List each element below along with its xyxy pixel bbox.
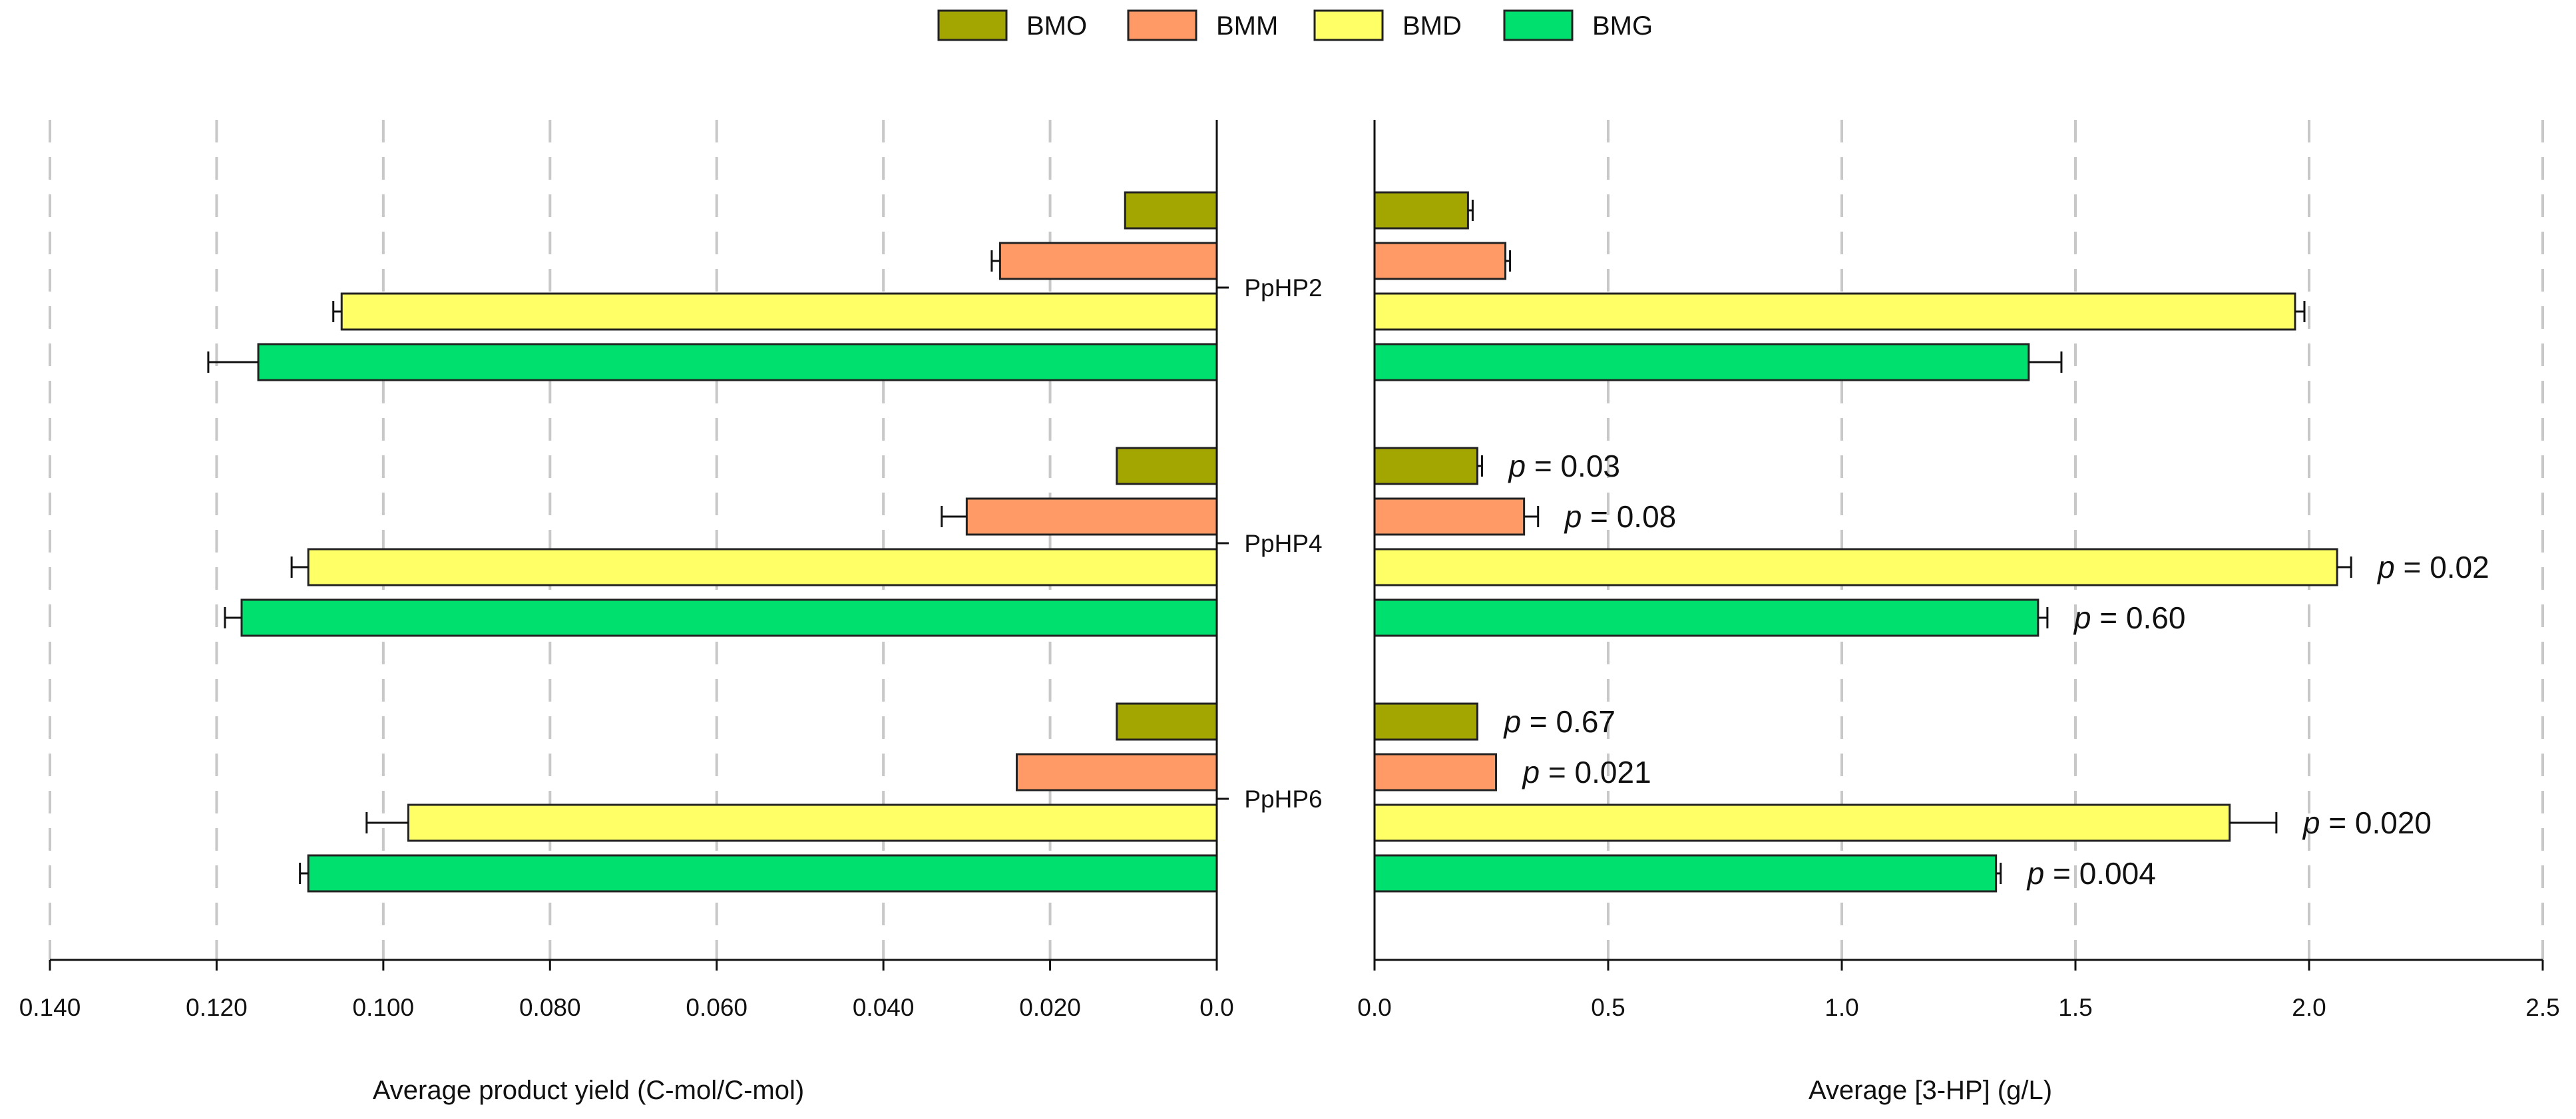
left-x-tick-label: 0.040: [853, 994, 915, 1021]
left-bar-bmm-pphp2: [998, 242, 1218, 280]
legend-swatch-bmo: [937, 9, 1008, 41]
legend-label-bmm: BMM: [1216, 11, 1278, 41]
left-x-tick-label: 0.020: [1019, 994, 1081, 1021]
left-bar-bmg-pphp6: [307, 854, 1218, 893]
left-bar-bmm-pphp6: [1015, 753, 1218, 791]
left-bar-bmg-pphp2: [257, 343, 1218, 381]
left-x-axis-title: Average product yield (C-mol/C-mol): [373, 1076, 804, 1105]
right-x-tick-label: 0.5: [1591, 994, 1625, 1021]
right-bar-bmo-pphp6: [1373, 702, 1478, 741]
legend: BMO BMM BMD BMG: [937, 9, 1653, 41]
legend-swatch-bmd: [1313, 9, 1384, 41]
left-x-tick-label: 0.100: [353, 994, 415, 1021]
left-bar-bmd-pphp6: [407, 803, 1218, 842]
left-x-tick-label: 0.120: [186, 994, 248, 1021]
p-value-bmg-pphp4: p = 0.60: [2073, 600, 2186, 635]
right-bar-bmg-pphp2: [1373, 343, 2030, 381]
p-value-bmg-pphp6: p = 0.004: [2026, 856, 2156, 891]
left-axes: 0.140 0.120 0.100 0.080 0.060 0.040 0.020 0.0: [19, 120, 1234, 1021]
right-x-tick-label: 2.0: [2292, 994, 2326, 1021]
right-bar-bmo-pphp4: [1373, 447, 1478, 485]
right-bar-bmd-pphp2: [1373, 292, 2296, 331]
p-value-bmm-pphp4: p = 0.08: [1564, 499, 1677, 534]
right-bar-bmm-pphp6: [1373, 753, 1498, 791]
left-x-tick-label: 0.060: [686, 994, 748, 1021]
left-bar-bmo-pphp2: [1124, 191, 1218, 230]
right-gridlines: [1607, 120, 2544, 960]
right-axes: 0.0 0.5 1.0 1.5 2.0 2.5: [1357, 120, 2560, 1021]
right-bar-bmd-pphp4: [1373, 548, 2338, 586]
right-bar-bmg-pphp4: [1373, 598, 2039, 637]
right-x-tick-label: 2.5: [2525, 994, 2559, 1021]
p-value-bmm-pphp6: p = 0.021: [1522, 755, 1651, 789]
right-x-axis-title: Average [3-HP] (g/L): [1809, 1076, 2052, 1105]
legend-swatch-bmm: [1127, 9, 1197, 41]
right-bar-bmm-pphp2: [1373, 242, 1507, 280]
right-bar-bmd-pphp6: [1373, 803, 2231, 842]
left-yield-panel: 0.140 0.120 0.100 0.080 0.060 0.040 0.020 0.0 A…: [19, 120, 1234, 1105]
category-label-pphp6: PpHP6: [1244, 785, 1322, 813]
legend-label-bmg: BMG: [1592, 11, 1653, 41]
left-bars: [207, 191, 1218, 893]
legend-label-bmd: BMD: [1402, 11, 1462, 41]
legend-label-bmo: BMO: [1026, 11, 1087, 41]
p-value-bmo-pphp4: p = 0.03: [1507, 449, 1620, 483]
right-bars: [1373, 191, 2352, 893]
right-concentration-panel: 0.0 0.5 1.0 1.5 2.0 2.5 p = 0.03p = 0.67p = 0…: [1357, 120, 2560, 1105]
left-bar-bmd-pphp4: [307, 548, 1218, 586]
right-bar-bmo-pphp2: [1373, 191, 1469, 230]
category-label-pphp4: PpHP4: [1244, 530, 1322, 557]
left-x-tick-label: 0.080: [519, 994, 581, 1021]
right-bar-bmg-pphp6: [1373, 854, 1998, 893]
right-x-tick-label: 0.0: [1357, 994, 1391, 1021]
category-labels: PpHP2 PpHP4 PpHP6: [1244, 274, 1322, 813]
category-label-pphp2: PpHP2: [1244, 274, 1322, 302]
left-gridlines: [49, 120, 1052, 960]
p-value-annotations: p = 0.03 p = 0.67 p = 0.08 p = 0.021 p = 0.0…: [1502, 449, 2489, 891]
p-value-bmd-pphp6: p = 0.020: [2302, 805, 2432, 840]
left-bar-bmm-pphp4: [965, 497, 1218, 536]
p-value-bmd-pphp4: p = 0.02: [2376, 550, 2489, 584]
left-bar-bmd-pphp2: [340, 292, 1218, 331]
left-bar-bmg-pphp4: [240, 598, 1218, 637]
right-bar-bmm-pphp4: [1373, 497, 1526, 536]
right-x-tick-label: 1.5: [2058, 994, 2092, 1021]
legend-swatch-bmg: [1503, 9, 1574, 41]
p-value-bmo-pphp6: p = 0.67: [1502, 704, 1615, 739]
left-x-tick-label: 0.140: [19, 994, 81, 1021]
left-x-tick-label: 0.0: [1199, 994, 1233, 1021]
left-bar-bmo-pphp4: [1116, 447, 1218, 485]
left-bar-bmo-pphp6: [1116, 702, 1218, 741]
right-x-tick-label: 1.0: [1825, 994, 1858, 1021]
